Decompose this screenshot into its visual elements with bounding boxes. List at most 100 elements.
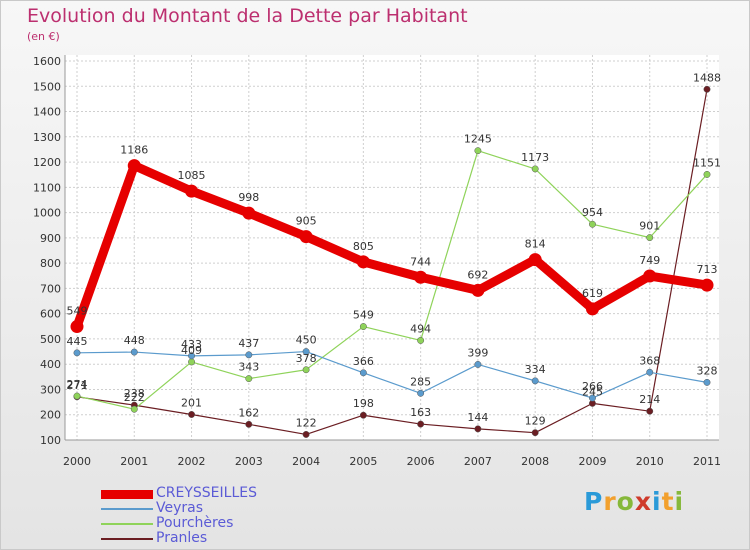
data-point <box>646 234 654 242</box>
data-point <box>531 377 539 385</box>
data-point <box>130 405 138 413</box>
data-label: 1488 <box>693 71 721 84</box>
legend-label: CREYSSEILLES <box>156 485 257 501</box>
chart-title: Evolution du Montant de la Dette par Hab… <box>27 5 468 27</box>
data-label: 1186 <box>120 144 148 157</box>
data-label: 201 <box>181 396 202 409</box>
data-label: 334 <box>525 363 546 376</box>
data-point <box>245 420 253 428</box>
data-label: 814 <box>525 238 546 251</box>
y-tick-label: 1400 <box>33 106 61 119</box>
x-tick-label: 2004 <box>292 455 320 468</box>
data-point <box>417 389 425 397</box>
y-tick-label: 1500 <box>33 80 61 93</box>
data-point <box>299 230 313 244</box>
y-tick-label: 1600 <box>33 55 61 68</box>
data-label: 238 <box>124 387 145 400</box>
y-tick-label: 1300 <box>33 131 61 144</box>
x-tick-label: 2006 <box>407 455 435 468</box>
data-label: 222 <box>124 391 145 404</box>
data-label: 366 <box>353 355 374 368</box>
data-label: 998 <box>238 191 259 204</box>
data-point <box>359 323 367 331</box>
data-label: 749 <box>639 254 660 267</box>
data-point <box>127 159 141 173</box>
legend-swatch <box>101 538 153 540</box>
data-label: 163 <box>410 406 431 419</box>
x-tick-label: 2003 <box>235 455 263 468</box>
y-tick-label: 300 <box>40 383 61 396</box>
data-point <box>474 147 482 155</box>
series-line-creysseilles <box>72 161 708 329</box>
data-label: 692 <box>467 268 488 281</box>
data-point <box>73 349 81 357</box>
proxiti-logo: Proxiti <box>584 487 684 516</box>
series-line-pourchères <box>76 150 708 410</box>
legend-item: Veyras <box>101 500 361 517</box>
data-point <box>703 170 711 178</box>
logo-letter: P <box>584 487 604 516</box>
data-point <box>646 407 654 415</box>
data-point <box>471 283 485 297</box>
logo-letter: o <box>616 487 635 516</box>
x-tick-label: 2007 <box>464 455 492 468</box>
data-label: 433 <box>181 338 202 351</box>
x-tick-label: 2008 <box>521 455 549 468</box>
legend-label: Pourchères <box>156 515 234 531</box>
data-point <box>302 366 310 374</box>
data-point <box>643 269 657 283</box>
legend-item: Pranles <box>101 530 361 547</box>
legend-label: Veyras <box>156 500 204 516</box>
logo-letter: t <box>661 487 675 516</box>
y-tick-label: 1200 <box>33 156 61 169</box>
legend-swatch <box>101 523 153 525</box>
data-point <box>130 348 138 356</box>
data-label: 198 <box>353 397 374 410</box>
data-point <box>302 348 310 356</box>
data-point <box>359 411 367 419</box>
data-label: 437 <box>238 337 259 350</box>
data-label: 445 <box>67 335 88 348</box>
y-tick-label: 1100 <box>33 181 61 194</box>
x-tick-label: 2011 <box>693 455 721 468</box>
legend-label: Pranles <box>156 530 208 546</box>
data-point <box>703 85 711 93</box>
data-point <box>302 430 310 438</box>
y-tick-label: 600 <box>40 308 61 321</box>
x-tick-label: 2001 <box>120 455 148 468</box>
data-label: 744 <box>410 255 431 268</box>
data-label: 1151 <box>693 156 721 169</box>
data-point <box>531 429 539 437</box>
data-label: 214 <box>639 393 660 406</box>
x-tick-label: 2002 <box>178 455 206 468</box>
data-point <box>73 392 81 400</box>
y-tick-label: 700 <box>40 282 61 295</box>
logo-letter: i <box>674 487 685 516</box>
data-point <box>474 361 482 368</box>
data-point <box>474 425 482 433</box>
data-label: 129 <box>525 415 546 428</box>
data-label: 285 <box>410 375 431 388</box>
y-tick-label: 800 <box>40 257 61 270</box>
data-point <box>70 320 84 334</box>
y-tick-label: 400 <box>40 358 61 371</box>
data-label: 954 <box>582 206 603 219</box>
data-label: 122 <box>296 416 317 429</box>
legend-swatch <box>101 490 153 499</box>
x-tick-label: 2005 <box>349 455 377 468</box>
data-label: 901 <box>639 220 660 233</box>
legend-item: CREYSSEILLES <box>101 485 361 502</box>
data-point <box>589 220 596 228</box>
data-label: 1245 <box>464 133 492 146</box>
y-tick-label: 900 <box>40 232 61 245</box>
y-tick-label: 200 <box>40 409 61 422</box>
data-label: 805 <box>353 240 374 253</box>
data-label: 409 <box>181 344 202 357</box>
data-point <box>414 270 428 284</box>
data-point <box>531 165 539 173</box>
data-label: 399 <box>467 346 488 359</box>
data-label: 274 <box>67 378 88 391</box>
data-label: 266 <box>582 380 603 393</box>
